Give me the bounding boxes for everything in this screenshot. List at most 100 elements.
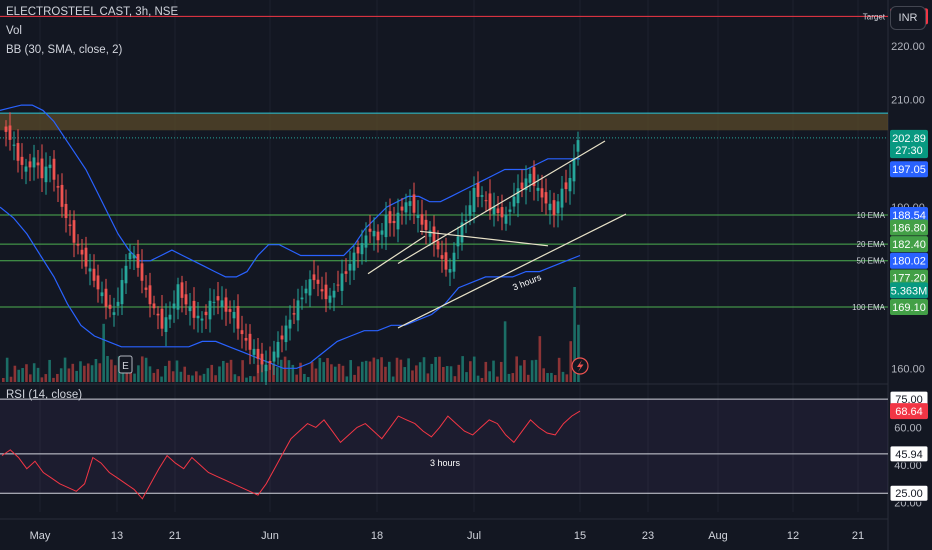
price-label: 197.05 xyxy=(892,164,926,176)
price-tick-label: 210.00 xyxy=(891,95,925,107)
volume-legend[interactable]: Vol xyxy=(6,25,22,37)
volume-bar xyxy=(222,360,225,382)
time-tick-label: 13 xyxy=(111,530,123,542)
candle-body xyxy=(104,288,108,307)
volume-bar xyxy=(252,376,256,382)
candle-body xyxy=(120,280,124,305)
candle-body xyxy=(484,200,488,202)
candle-body xyxy=(420,214,424,225)
volume-bar xyxy=(333,366,337,382)
price-label-box xyxy=(890,129,928,146)
candle-body xyxy=(532,167,536,187)
candle-body xyxy=(184,294,188,305)
candle-body xyxy=(56,186,60,188)
candle-body xyxy=(128,252,132,260)
candle-body xyxy=(132,254,136,259)
volume-bar xyxy=(534,359,538,382)
volume-bar xyxy=(256,364,260,382)
price-label: 202.89 xyxy=(892,133,926,145)
volume-bar xyxy=(526,374,530,382)
volume-bar xyxy=(283,356,287,382)
volume-bar xyxy=(407,358,410,382)
candle-body xyxy=(144,287,148,290)
volume-bar xyxy=(229,359,233,382)
bollinger-legend[interactable]: BB (30, SMA, close, 2) xyxy=(6,44,123,56)
price-label: 177.20 xyxy=(892,272,926,284)
candle-body xyxy=(428,230,432,237)
candle-body xyxy=(356,247,360,254)
volume-bar xyxy=(507,373,511,382)
candle-body xyxy=(364,235,368,248)
candle-body xyxy=(232,311,236,319)
volume-bar xyxy=(511,373,515,382)
volume-bar xyxy=(171,371,175,382)
candle-body xyxy=(52,158,56,180)
volume-bar xyxy=(144,357,148,382)
volume-bar xyxy=(496,376,499,382)
volume-bar xyxy=(137,365,140,382)
candle-body xyxy=(220,300,224,307)
volume-bar xyxy=(330,364,333,382)
rsi-legend[interactable]: RSI (14, close) xyxy=(6,389,83,401)
candle-body xyxy=(316,279,320,284)
candle-body xyxy=(136,254,140,268)
candle-body xyxy=(328,295,332,303)
candle-body xyxy=(40,158,44,179)
volume-bar xyxy=(561,371,565,382)
rsi-label-box xyxy=(889,445,929,463)
candle-body xyxy=(460,222,464,243)
volume-bar xyxy=(310,361,314,382)
volume-bar xyxy=(36,367,40,382)
price-label-box xyxy=(890,282,928,299)
volume-bar xyxy=(484,361,488,382)
candle-body xyxy=(464,219,468,222)
volume-bar xyxy=(214,375,217,382)
volume-bar xyxy=(553,375,557,382)
volume-bar xyxy=(480,377,484,382)
candle-body xyxy=(60,184,64,207)
volume-bar xyxy=(538,336,542,382)
volume-bar xyxy=(326,358,329,382)
volume-bar xyxy=(577,324,580,382)
candle-body xyxy=(480,195,484,197)
candle-body xyxy=(452,252,456,272)
channel-flag-line xyxy=(419,230,549,247)
candle-body xyxy=(412,194,416,213)
price-tick-label: 160.00 xyxy=(891,363,925,375)
candle-body xyxy=(376,231,380,241)
candle-body xyxy=(224,297,228,312)
volume-bar xyxy=(306,377,310,382)
candle-body xyxy=(404,202,408,213)
candle-body xyxy=(372,230,376,237)
volume-bar xyxy=(345,376,349,382)
volume-bar xyxy=(179,371,183,382)
candle-body xyxy=(508,209,512,212)
volume-bar xyxy=(411,370,414,382)
volume-bar xyxy=(218,366,221,382)
volume-bar xyxy=(83,365,86,382)
price-label-box xyxy=(890,269,928,286)
price-label: 5.363M xyxy=(891,285,928,297)
candle-body xyxy=(168,314,172,320)
volume-bar xyxy=(415,365,418,382)
symbol-title[interactable]: ELECTROSTEEL CAST, 3h, NSE xyxy=(6,6,179,18)
volume-bar xyxy=(276,367,279,382)
volume-bar xyxy=(164,365,167,382)
level-tag: 50 EMA xyxy=(857,257,886,266)
candle-body xyxy=(260,353,264,365)
volume-bar xyxy=(395,357,399,382)
candle-body xyxy=(236,306,240,329)
candle-body xyxy=(24,166,28,172)
candle-body xyxy=(320,289,324,292)
volume-bar xyxy=(499,361,503,382)
volume-bar xyxy=(322,362,325,382)
time-tick-label: 21 xyxy=(169,530,181,542)
volume-bar xyxy=(202,373,206,382)
currency-button[interactable]: INR xyxy=(890,6,926,30)
time-tick-label: 12 xyxy=(787,530,799,542)
volume-bar xyxy=(303,373,306,382)
volume-bar xyxy=(21,368,24,382)
candle-body xyxy=(548,203,552,211)
candle-body xyxy=(540,188,544,198)
